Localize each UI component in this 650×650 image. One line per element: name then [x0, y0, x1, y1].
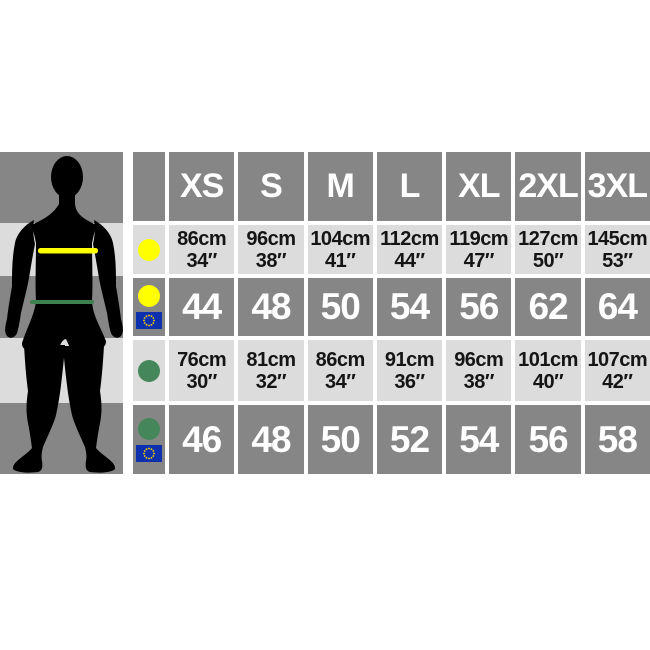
eu-size-cell: 48	[238, 278, 304, 336]
measurement-cell: 96cm 38″	[446, 340, 512, 401]
measurement-cell: 91cm 36″	[376, 340, 443, 401]
eu-size-cell: 54	[376, 278, 443, 336]
size-header: S	[238, 152, 304, 221]
eu-size-cell: 58	[584, 405, 650, 474]
silhouette-left-arm	[5, 220, 35, 338]
size-header: 2XL	[515, 152, 581, 221]
measurement-cell: 104cm 41″	[307, 225, 373, 274]
chest-measurement-row: 86cm 34″ 96cm 38″ 104cm 41″ 112cm 44″ 119cm 4…	[133, 223, 650, 276]
size-header: 3XL	[584, 152, 650, 221]
silhouette-right-leg	[63, 346, 116, 473]
waist-measurement-row: 76cm 30″ 81cm 32″ 86cm 34″ 91cm 36″ 96cm 38″ …	[133, 338, 650, 403]
measurement-cell: 101cm 40″	[515, 340, 581, 401]
measurement-cell: 107cm 42″	[584, 340, 650, 401]
waist-marker-line	[30, 300, 94, 304]
measurement-cell: 96cm 38″	[238, 225, 304, 274]
size-table: XS S M L XL 2XL 3XL 86cm 34″ 96cm 38″ 104c…	[133, 152, 650, 474]
size-header: M	[307, 152, 373, 221]
eu-size-cell: 46	[169, 405, 235, 474]
legend-cell	[133, 278, 165, 336]
green-dot-icon	[138, 417, 160, 440]
eu-size-cell: 62	[515, 278, 581, 336]
eu-size-cell: 48	[238, 405, 304, 474]
eu-flag-icon	[136, 444, 162, 462]
silhouette-left-leg	[12, 345, 66, 473]
eu-flag-icon	[136, 312, 162, 329]
size-header: XL	[446, 152, 512, 221]
chest-eu-size-row: 44 48 50 54 56 62 64	[133, 276, 650, 338]
measurement-cell: 127cm 50″	[515, 225, 581, 274]
measurement-cell: 76cm 30″	[169, 340, 235, 401]
legend-cell	[133, 405, 165, 474]
measurement-cell: 119cm 47″	[446, 225, 512, 274]
eu-size-cell: 54	[446, 405, 512, 474]
silhouette-right-arm	[93, 220, 123, 338]
measurement-cell: 112cm 44″	[376, 225, 443, 274]
eu-size-cell: 56	[515, 405, 581, 474]
eu-size-cell: 52	[376, 405, 443, 474]
measurement-cell: 81cm 32″	[238, 340, 304, 401]
legend-cell	[133, 340, 165, 401]
eu-size-cell: 50	[307, 278, 373, 336]
size-header: L	[376, 152, 443, 221]
silhouette-torso	[22, 204, 106, 351]
measurement-cell: 145cm 53″	[584, 225, 650, 274]
male-body-silhouette-icon	[5, 156, 123, 473]
measurement-cell: 86cm 34″	[169, 225, 235, 274]
eu-size-cell: 44	[169, 278, 235, 336]
chest-marker-line	[38, 248, 98, 254]
size-header-row: XS S M L XL 2XL 3XL	[133, 152, 650, 223]
measurement-cell: 86cm 34″	[307, 340, 373, 401]
body-silhouette-panel	[0, 152, 123, 474]
green-dot-icon	[138, 359, 160, 382]
legend-header-cell	[133, 152, 165, 221]
eu-size-cell: 50	[307, 405, 373, 474]
eu-size-cell: 64	[584, 278, 650, 336]
size-header: XS	[169, 152, 235, 221]
size-chart-content: XS S M L XL 2XL 3XL 86cm 34″ 96cm 38″ 104c…	[0, 152, 650, 474]
waist-eu-size-row: 46 48 50 52 54 56 58	[133, 403, 650, 474]
yellow-dot-icon	[138, 285, 160, 307]
yellow-dot-icon	[138, 238, 160, 261]
legend-cell	[133, 225, 165, 274]
eu-size-cell: 56	[446, 278, 512, 336]
